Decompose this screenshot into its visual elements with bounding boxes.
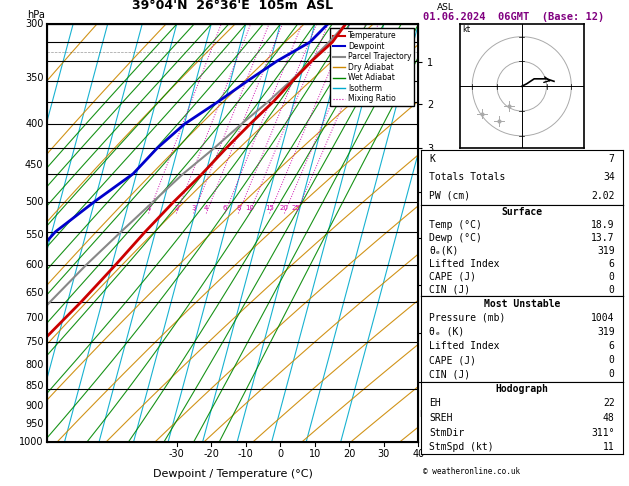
- Y-axis label: Mixing Ratio (g/kg): Mixing Ratio (g/kg): [437, 187, 447, 279]
- Text: 40: 40: [412, 449, 425, 458]
- Text: 950: 950: [25, 419, 43, 430]
- Text: 1: 1: [147, 205, 151, 211]
- Text: Dewp (°C): Dewp (°C): [430, 233, 482, 243]
- Text: 311°: 311°: [591, 428, 615, 437]
- Text: Lifted Index: Lifted Index: [430, 259, 500, 269]
- Text: 319: 319: [597, 327, 615, 337]
- Text: Lifted Index: Lifted Index: [430, 341, 500, 351]
- Text: 800: 800: [25, 360, 43, 370]
- Text: 600: 600: [25, 260, 43, 270]
- Text: 48: 48: [603, 413, 615, 423]
- Text: Pressure (mb): Pressure (mb): [430, 312, 506, 323]
- Text: 1004: 1004: [591, 312, 615, 323]
- Text: 20: 20: [280, 205, 289, 211]
- Text: StmDir: StmDir: [430, 428, 465, 437]
- Text: 319: 319: [597, 246, 615, 256]
- Text: 850: 850: [25, 381, 43, 391]
- Text: 6: 6: [223, 205, 227, 211]
- Text: 4: 4: [204, 205, 208, 211]
- Text: 400: 400: [25, 119, 43, 129]
- Text: Totals Totals: Totals Totals: [430, 173, 506, 182]
- Text: © weatheronline.co.uk: © weatheronline.co.uk: [423, 467, 520, 476]
- Text: 3: 3: [191, 205, 196, 211]
- Text: PW (cm): PW (cm): [430, 191, 470, 201]
- Text: 0: 0: [609, 355, 615, 365]
- Text: θₑ(K): θₑ(K): [430, 246, 459, 256]
- Text: 11: 11: [603, 442, 615, 452]
- Text: 39°04'N  26°36'E  105m  ASL: 39°04'N 26°36'E 105m ASL: [132, 0, 333, 12]
- Text: 34: 34: [603, 173, 615, 182]
- Text: Hodograph: Hodograph: [496, 384, 548, 394]
- Text: 0: 0: [609, 369, 615, 380]
- Text: K: K: [430, 154, 435, 164]
- Text: CAPE (J): CAPE (J): [430, 355, 477, 365]
- Text: 15: 15: [265, 205, 274, 211]
- Text: θₑ (K): θₑ (K): [430, 327, 465, 337]
- Text: 01.06.2024  06GMT  (Base: 12): 01.06.2024 06GMT (Base: 12): [423, 12, 604, 22]
- Text: 2: 2: [174, 205, 179, 211]
- Text: Dewpoint / Temperature (°C): Dewpoint / Temperature (°C): [153, 469, 313, 479]
- Text: -10: -10: [238, 449, 253, 458]
- Text: 1000: 1000: [19, 437, 43, 447]
- Text: 750: 750: [25, 337, 43, 347]
- Text: 2.02: 2.02: [591, 191, 615, 201]
- Text: CAPE (J): CAPE (J): [430, 272, 477, 282]
- Text: Most Unstable: Most Unstable: [484, 298, 560, 309]
- Text: -30: -30: [169, 449, 184, 458]
- Text: 450: 450: [25, 160, 43, 170]
- Text: 7: 7: [609, 154, 615, 164]
- Text: 650: 650: [25, 288, 43, 298]
- Text: 13.7: 13.7: [591, 233, 615, 243]
- Legend: Temperature, Dewpoint, Parcel Trajectory, Dry Adiabat, Wet Adiabat, Isotherm, Mi: Temperature, Dewpoint, Parcel Trajectory…: [330, 28, 415, 106]
- Text: 350: 350: [25, 73, 43, 83]
- Text: 18.9: 18.9: [591, 220, 615, 230]
- Text: CIN (J): CIN (J): [430, 369, 470, 380]
- Text: CIN (J): CIN (J): [430, 285, 470, 295]
- Text: 10: 10: [309, 449, 321, 458]
- Text: 550: 550: [25, 230, 43, 240]
- Text: StmSpd (kt): StmSpd (kt): [430, 442, 494, 452]
- Text: SREH: SREH: [430, 413, 453, 423]
- Text: 10: 10: [245, 205, 253, 211]
- Text: 6: 6: [609, 341, 615, 351]
- Text: EH: EH: [430, 399, 441, 408]
- Text: 0: 0: [277, 449, 283, 458]
- Text: 30: 30: [377, 449, 390, 458]
- Text: LCL: LCL: [419, 410, 434, 419]
- Text: 900: 900: [25, 400, 43, 411]
- Text: 0: 0: [609, 272, 615, 282]
- Text: Surface: Surface: [501, 207, 543, 217]
- Text: 700: 700: [25, 313, 43, 324]
- Text: 500: 500: [25, 197, 43, 207]
- Text: 0: 0: [609, 285, 615, 295]
- Text: 25: 25: [292, 205, 301, 211]
- Text: 20: 20: [343, 449, 355, 458]
- Text: kt: kt: [462, 25, 470, 34]
- Text: Temp (°C): Temp (°C): [430, 220, 482, 230]
- Text: 22: 22: [603, 399, 615, 408]
- Text: -20: -20: [203, 449, 219, 458]
- Text: 300: 300: [25, 19, 43, 29]
- Text: hPa: hPa: [27, 10, 45, 20]
- Text: 6: 6: [609, 259, 615, 269]
- Text: 8: 8: [236, 205, 241, 211]
- Text: km
ASL: km ASL: [437, 0, 454, 12]
